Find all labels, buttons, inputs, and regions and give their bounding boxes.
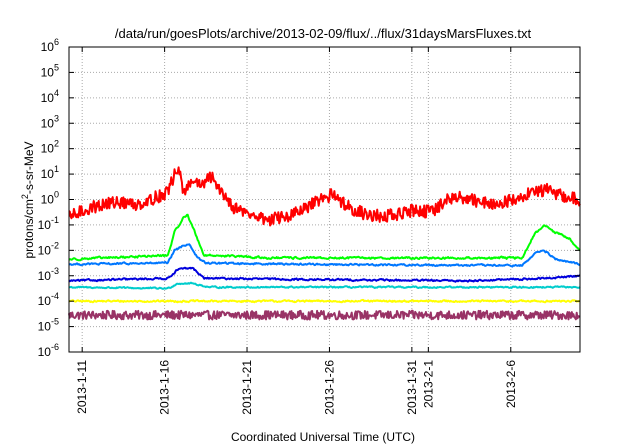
y-tick-label: 10-3 [38,266,59,283]
y-tick-label: 105 [41,62,59,79]
series-line [68,298,581,304]
y-tick-label: 10-6 [38,342,59,359]
y-axis-label-sup: 2 [20,194,30,199]
x-tick-label: 2013-2-1 [421,360,435,408]
y-tick-label: 103 [41,113,59,130]
x-axis-ticks: 2013-1-11 2013-1-16 2013-1-21 2013-1-26 2013… [75,47,518,415]
x-tick-label: 2013-2-6 [504,360,518,408]
y-axis-label-prefix: protons/cm [22,199,36,258]
y-tick-label: 10-2 [38,240,59,257]
series-line [68,213,581,262]
chart-title: /data/run/goesPlots/archive/2013-02-09/f… [115,26,532,41]
y-axis-label-suffix: -s-sr-MeV [22,141,36,194]
x-tick-label: 2013-1-21 [240,360,254,415]
x-tick-label: 2013-1-26 [322,360,336,415]
series-line [68,166,581,227]
x-tick-label: 2013-1-16 [158,360,172,415]
x-axis-label: Coordinated Universal Time (UTC) [231,430,415,444]
series-line [68,266,581,283]
y-tick-label: 104 [41,88,59,105]
series-lines [68,166,581,321]
y-tick-label: 101 [41,164,59,181]
series-line [68,243,581,268]
series-line [68,309,581,321]
y-axis-label: protons/cm2-s-sr-MeV [20,141,36,258]
series-line [68,281,581,290]
y-tick-label: 10-5 [38,317,59,334]
y-axis-ticks: 10-6 10-5 10-4 10-3 10-2 10-1 100 101 102 103 104 1… [38,37,580,359]
x-tick-label: 2013-1-31 [405,360,419,415]
y-tick-label: 10-4 [38,291,59,308]
y-tick-label: 106 [41,37,59,54]
y-tick-label: 10-1 [38,215,59,232]
x-tick-label: 2013-1-11 [75,360,89,414]
y-tick-label: 100 [41,190,59,207]
y-tick-label: 102 [41,139,59,156]
